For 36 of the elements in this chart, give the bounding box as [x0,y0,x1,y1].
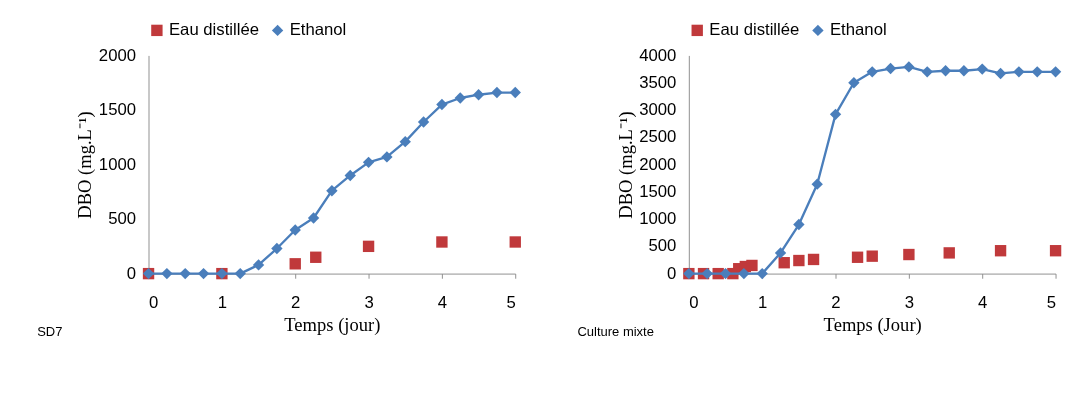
y-tick-label: 1500 [98,100,137,120]
y-axis-title: DBO (mg.L⁻¹) [614,111,637,219]
y-tick-label: 4000 [639,45,677,65]
text: SD7 [37,323,63,339]
x-axis-title: Temps (Jour) [823,313,922,336]
y-tick-label: 500 [108,209,137,229]
y-tick-label: 3500 [639,72,677,92]
y-tick-label: 500 [648,236,677,256]
legend-label: Eau distillée [168,20,260,40]
x-tick-label: 3 [904,293,914,313]
x-tick-label: 4 [437,293,448,313]
x-axis-title: Temps (jour) [284,313,381,336]
y-axis-title: DBO (mg.L⁻¹) [74,111,97,219]
x-tick-label: 4 [978,293,988,313]
x-tick-label: 2 [831,293,841,313]
legend-label: Ethanol [289,20,347,40]
x-tick-label: 5 [506,293,516,313]
y-tick-label: 2000 [639,154,677,174]
y-tick-label: 2000 [98,45,137,65]
legend-label: Ethanol [829,20,887,40]
y-tick-label: 3000 [639,100,677,120]
y-tick-label: 0 [667,263,677,283]
y-tick-label: 2500 [639,127,677,147]
y-tick-label: 1000 [639,209,677,229]
x-tick-label: 5 [1046,293,1057,313]
text: Culture mixte [577,323,654,339]
x-tick-label: 0 [689,293,699,313]
x-tick-label: 1 [217,293,227,313]
y-tick-label: 1000 [98,154,137,174]
x-tick-label: 0 [149,293,159,313]
y-tick-label: 1500 [639,181,677,201]
x-tick-label: 2 [291,293,301,313]
y-tick-label: 0 [126,263,137,283]
x-tick-label: 1 [758,293,768,313]
legend-label: Eau distillée [709,20,800,40]
x-tick-label: 3 [364,293,374,313]
